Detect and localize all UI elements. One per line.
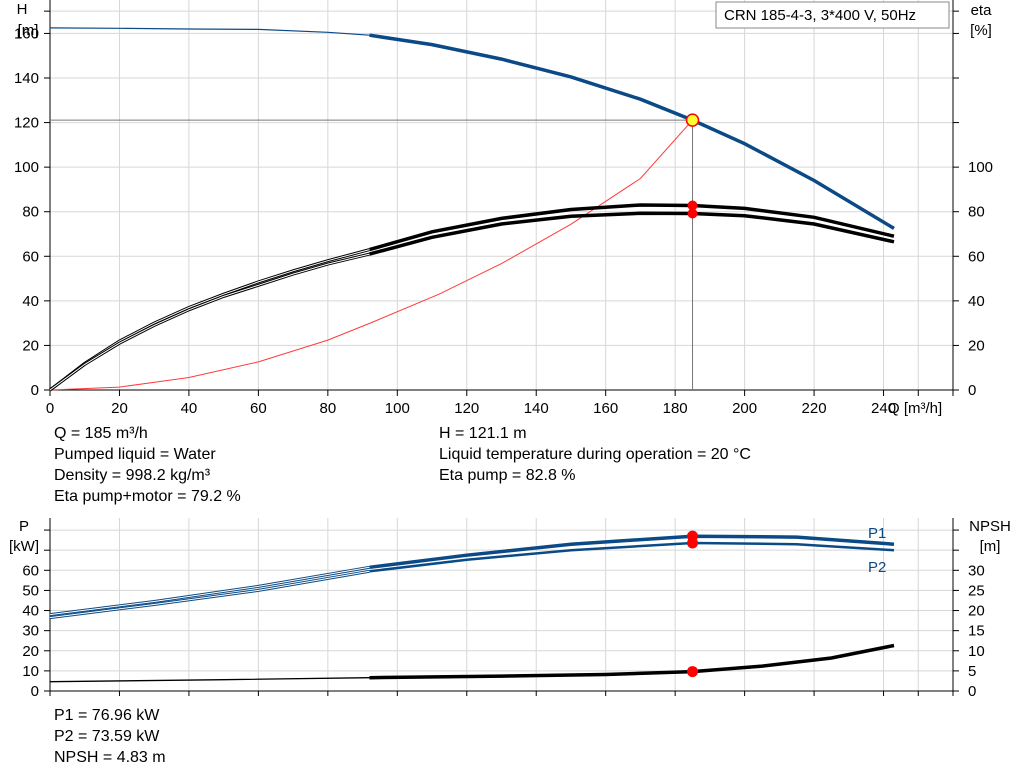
y-left-tick-label: 100 (14, 159, 39, 176)
y-left-label-name: P (19, 518, 29, 535)
eta_pump-curve-range-inner (49, 249, 370, 391)
y-right-tick-label: 20 (968, 603, 985, 620)
duty-marker-head (685, 113, 700, 127)
info-density: Density = 998.2 kg/m³ (54, 467, 211, 484)
info-head: H = 121.1 m (439, 425, 527, 442)
p2-curve (369, 541, 895, 573)
y-right-tick-label: 60 (968, 248, 985, 265)
duty-info-right: H = 121.1 m Liquid temperature during op… (439, 423, 751, 486)
x-tick-label: 200 (732, 400, 757, 417)
npsh-curve-range (49, 677, 370, 683)
y-right-label-name: NPSH (969, 518, 1011, 535)
y-left-tick-label: 80 (22, 204, 39, 221)
y-right-tick-label: 30 (968, 562, 985, 579)
eta_pump-curve (369, 203, 895, 252)
p1-curve (369, 534, 895, 570)
y-right-tick-label: 25 (968, 582, 985, 599)
x-tick-label: 120 (454, 400, 479, 417)
y-right-label-name: eta (971, 2, 993, 19)
y-left-tick-label: 0 (31, 683, 39, 700)
y-left-tick-label: 60 (22, 562, 39, 579)
x-tick-label: 240 (871, 400, 896, 417)
info-flow: Q = 185 m³/h (54, 425, 148, 442)
x-tick-label: 220 (802, 400, 827, 417)
info-temperature: Liquid temperature during operation = 20… (439, 446, 751, 463)
power-npsh-chart: 0 10 20 30 40 50 60 0 5 10 15 20 25 30 P [kW] NPSH [m] P1 P… (9, 518, 1011, 700)
duty-marker-eta-total (687, 208, 698, 219)
y-left-tick-label: 50 (22, 582, 39, 599)
y-left-tick-label: 20 (22, 643, 39, 660)
eta_total-curve-range-outer (49, 252, 370, 392)
y-right-label-unit: [m] (980, 538, 1001, 555)
y-right-label-unit: [%] (970, 22, 992, 39)
p1-curve-range-inner (49, 566, 370, 616)
p2-curve-range-inner (49, 570, 370, 619)
y-left-tick-label: 60 (22, 248, 39, 265)
y-left-label-name: H (17, 1, 28, 18)
y-left-tick-label: 120 (14, 115, 39, 132)
series-label-p1: P1 (868, 525, 886, 542)
info-liquid: Pumped liquid = Water (54, 446, 216, 463)
head-efficiency-chart: 0 20 40 60 80 100 120 140 160 180 200 220 2400204060… (14, 0, 993, 417)
head-curve (369, 33, 895, 230)
x-tick-label: 20 (111, 400, 128, 417)
x-axis-label: Q [m³/h] (888, 400, 942, 417)
y-left-tick-label: 40 (22, 293, 39, 310)
y-left-tick-label: 160 (14, 25, 39, 42)
duty-marker-p2 (687, 537, 699, 549)
x-tick-label: 0 (46, 400, 54, 417)
x-tick-label: 160 (593, 400, 618, 417)
y-right-tick-label: 80 (968, 204, 985, 221)
y-left-tick-label: 40 (22, 603, 39, 620)
y-left-tick-label: 140 (14, 70, 39, 87)
duty-marker-npsh (687, 666, 699, 678)
x-tick-label: 180 (663, 400, 688, 417)
y-left-tick-label: 0 (31, 382, 39, 399)
duty-info-left: Q = 185 m³/h Pumped liquid = Water Densi… (54, 423, 241, 507)
y-right-tick-label: 0 (968, 382, 976, 399)
y-right-tick-label: 15 (968, 623, 985, 640)
info-npsh: NPSH = 4.83 m (54, 749, 166, 766)
y-left-label-unit: [kW] (9, 538, 39, 555)
info-eta-pump: Eta pump = 82.8 % (439, 467, 576, 484)
power-info: P1 = 76.96 kW P2 = 73.59 kW NPSH = 4.83 … (54, 705, 166, 768)
duty-marker-eta-pump (687, 200, 698, 211)
y-left-label-unit: [m] (18, 22, 39, 39)
x-tick-label: 40 (181, 400, 198, 417)
model-label-box: CRN 185-4-3, 3*400 V, 50Hz (715, 1, 950, 29)
y-right-tick-label: 100 (968, 159, 993, 176)
eta_pump-curve-range-outer (49, 248, 370, 392)
y-right-tick-label: 5 (968, 663, 976, 680)
y-left-tick-label: 20 (22, 337, 39, 354)
p1-curve-range-outer (49, 565, 370, 617)
y-left-tick-label: 10 (22, 663, 39, 680)
eta_total-curve (369, 211, 895, 256)
x-tick-label: 60 (250, 400, 267, 417)
x-tick-label: 80 (320, 400, 337, 417)
info-p2: P2 = 73.59 kW (54, 728, 160, 745)
y-right-tick-label: 0 (968, 683, 976, 700)
y-right-tick-label: 40 (968, 293, 985, 310)
info-p1: P1 = 76.96 kW (54, 707, 160, 724)
head-curve-range (49, 27, 370, 36)
model-label: CRN 185-4-3, 3*400 V, 50Hz (724, 7, 916, 24)
y-right-tick-label: 20 (968, 337, 985, 354)
x-tick-label: 140 (524, 400, 549, 417)
info-eta-total: Eta pump+motor = 79.2 % (54, 488, 241, 505)
series-label-p2: P2 (868, 559, 886, 576)
eta_total-curve-range-inner (49, 253, 370, 391)
y-right-tick-label: 10 (968, 643, 985, 660)
x-tick-label: 100 (385, 400, 410, 417)
y-left-tick-label: 30 (22, 623, 39, 640)
